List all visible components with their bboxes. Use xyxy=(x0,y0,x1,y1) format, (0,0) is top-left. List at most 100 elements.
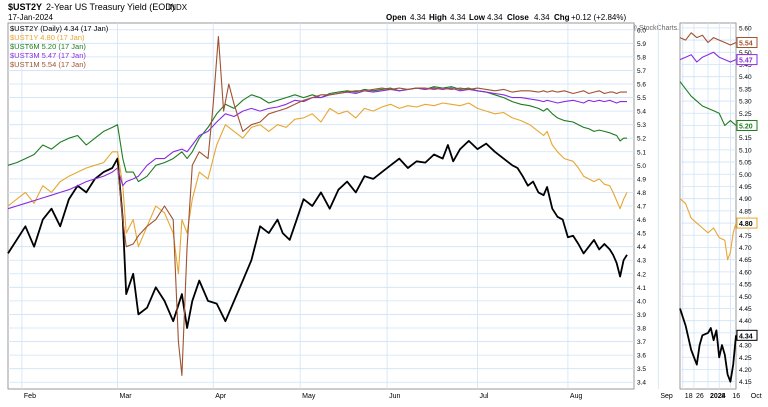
value-badge-text: 5.54 xyxy=(739,41,753,48)
value-badge-text: 4.80 xyxy=(739,221,753,228)
chg-value: +0.12 (+2.84%) xyxy=(571,13,626,22)
zoom-series-line-ust3m xyxy=(679,51,737,63)
legend-entry-ust2y: $UST2Y (Daily) 4.34 (17 Jan) xyxy=(10,24,109,33)
zoom-y-tick-label: 4.50 xyxy=(739,294,752,301)
zoom-y-tick-label: 4.30 xyxy=(739,343,752,350)
main-series-line-ust6m xyxy=(7,86,627,183)
main-x-tick-label: Apr xyxy=(215,393,227,400)
main-x-tick-label: Mar xyxy=(120,393,133,400)
zoom-y-tick-label: 4.60 xyxy=(739,269,752,276)
value-badge-text: 4.34 xyxy=(739,333,753,340)
zoom-y-tick-label: 5.05 xyxy=(739,160,752,167)
legend-entry-ust6m: $UST6M 5.20 (17 Jan) xyxy=(10,42,86,51)
zoom-series-line-ust1y xyxy=(679,198,737,261)
open-label: Open xyxy=(386,13,407,22)
main-y-tick-label: 3.5 xyxy=(637,366,646,373)
main-y-tick-label: 4.8 xyxy=(637,190,646,197)
main-y-tick-label: 5.2 xyxy=(637,136,646,143)
main-series-line-ust1y xyxy=(7,102,628,275)
zoom-series-line-ust1m xyxy=(679,32,737,46)
main-y-tick-label: 4.3 xyxy=(637,258,646,265)
value-badge-box xyxy=(736,54,758,66)
main-y-tick-label: 6.0 xyxy=(637,27,646,34)
value-badge-text: 5.47 xyxy=(739,58,753,65)
zoom-x-tick-label: 16 xyxy=(732,393,740,400)
main-y-axis: 3.4 3.5 3.6 3.7 3.8 3.9 4.0 4.1 4.2 4.3 4.4 4.5 4.6 4… xyxy=(637,27,646,386)
main-x-tick-label: Sep xyxy=(660,393,673,400)
main-series-group xyxy=(7,36,628,376)
main-x-tick-label: Aug xyxy=(570,393,583,400)
legend-entry-ust1y: $UST1Y 4.80 (17 Jan) xyxy=(10,33,85,42)
zoom-y-tick-label: 4.85 xyxy=(739,208,752,215)
main-y-tick-label: 5.0 xyxy=(637,163,646,170)
main-y-tick-label: 5.7 xyxy=(637,68,646,75)
close-label: Close xyxy=(507,13,529,22)
value-badge-box xyxy=(736,217,758,229)
zoom-x-tick-label: 8 xyxy=(721,393,725,400)
zoom-y-tick-label: 4.45 xyxy=(739,306,752,313)
main-y-tick-label: 3.7 xyxy=(637,339,646,346)
zoom-x-tick-label: 26 xyxy=(696,393,704,400)
main-x-tick-label: Jul xyxy=(480,393,489,400)
zoom-y-tick-label: 4.15 xyxy=(739,379,752,386)
zoom-y-tick-label: 4.65 xyxy=(739,257,752,264)
main-y-tick-label: 5.5 xyxy=(637,95,646,102)
value-badge-box xyxy=(736,329,758,341)
zoom-y-tick-label: 5.30 xyxy=(739,99,752,106)
zoom-grid xyxy=(680,23,736,389)
zoom-y-tick-label: 4.70 xyxy=(739,245,752,252)
zoom-y-tick-label: 5.45 xyxy=(739,62,752,69)
zoom-y-tick-label: 4.55 xyxy=(739,282,752,289)
main-y-tick-label: 4.6 xyxy=(637,217,646,224)
main-y-tick-label: 4.1 xyxy=(637,285,646,292)
legend-entry-ust3m: $UST3M 5.47 (17 Jan) xyxy=(10,51,86,60)
zoom-y-tick-label: 5.00 xyxy=(739,172,752,179)
zoom-value-badges: 5.54 5.47 5.20 4.80 4.34 xyxy=(736,37,758,341)
zoom-y-tick-label: 5.40 xyxy=(739,74,752,81)
ohlc-readout: Open 4.34 High 4.34 Low 4.34 Close 4.34 … xyxy=(386,13,626,22)
main-y-tick-label: 4.7 xyxy=(637,204,646,211)
main-x-tick-label: May xyxy=(302,393,316,400)
zoom-y-tick-label: 5.25 xyxy=(739,111,752,118)
zoom-y-tick-label: 4.25 xyxy=(739,355,752,362)
main-y-tick-label: 5.9 xyxy=(637,41,646,48)
zoom-y-tick-label: 4.90 xyxy=(739,196,752,203)
zoom-y-tick-label: 4.95 xyxy=(739,184,752,191)
main-x-tick-label: Feb xyxy=(24,393,36,400)
chart-symbol: $UST2Y xyxy=(8,2,42,12)
zoom-series-line-ust2y xyxy=(679,308,737,383)
main-x-tick-label: Oct xyxy=(751,393,762,400)
zoom-y-tick-label: 4.20 xyxy=(739,367,752,374)
main-y-tick-label: 4.5 xyxy=(637,231,646,238)
high-label: High xyxy=(429,13,447,22)
main-y-tick-label: 5.6 xyxy=(637,82,646,89)
legend: $UST2Y (Daily) 4.34 (17 Jan) $UST1Y 4.80… xyxy=(10,24,109,69)
zoom-series-group xyxy=(679,32,737,383)
main-y-tick-label: 5.4 xyxy=(637,109,646,116)
main-y-tick-label: 4.2 xyxy=(637,271,646,278)
main-y-tick-label: 4.9 xyxy=(637,176,646,183)
zoom-y-tick-label: 5.15 xyxy=(739,135,752,142)
chart-date: 17-Jan-2024 xyxy=(8,13,53,22)
main-y-tick-label: 3.9 xyxy=(637,312,646,319)
zoom-y-tick-label: 5.50 xyxy=(739,50,752,57)
zoom-y-tick-label: 5.60 xyxy=(739,25,752,32)
main-series-line-ust1m xyxy=(116,36,627,376)
zoom-x-tick-label: 2024 xyxy=(710,393,726,400)
chg-label: Chg xyxy=(554,13,570,22)
legend-entry-ust1m: $UST1M 5.54 (17 Jan) xyxy=(10,60,86,69)
main-y-tick-label: 3.4 xyxy=(637,380,646,387)
main-series-line-ust2y xyxy=(7,139,628,329)
zoom-y-tick-label: 5.10 xyxy=(739,147,752,154)
zoom-y-tick-label: 5.35 xyxy=(739,86,752,93)
main-y-tick-label: 4.4 xyxy=(637,244,646,251)
zoom-x-tick-label: 18 xyxy=(685,393,693,400)
main-y-tick-label: 5.8 xyxy=(637,54,646,61)
main-x-tick-label: Jun xyxy=(389,393,400,400)
open-value: 4.34 xyxy=(410,13,426,22)
value-badge-box xyxy=(736,37,758,49)
main-y-tick-label: 3.6 xyxy=(637,353,646,360)
